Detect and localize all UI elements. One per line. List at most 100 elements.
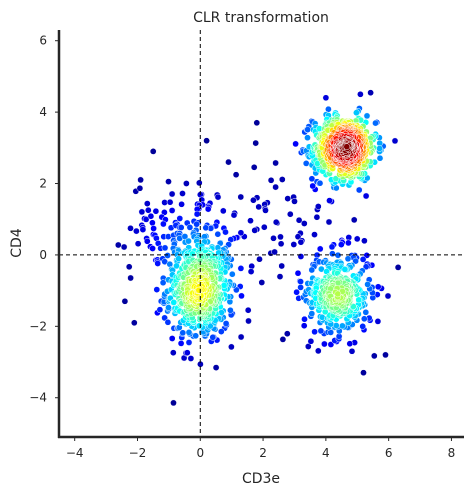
scatter-point: [247, 217, 254, 225]
scatter-point: [384, 292, 392, 300]
scatter-point: [355, 186, 363, 194]
scatter-point: [316, 179, 324, 187]
scatter-point: [376, 154, 384, 162]
scatter-point: [308, 175, 316, 183]
scatter-point: [304, 126, 312, 133]
scatter-point: [136, 184, 144, 192]
scatter-point: [267, 176, 275, 184]
scatter-point: [260, 223, 268, 231]
scatter-point: [209, 333, 217, 341]
scatter-point: [367, 89, 374, 97]
scatter-point: [355, 296, 363, 304]
scatter-point: [212, 364, 220, 371]
scatter-point: [202, 224, 210, 232]
scatter-point: [230, 211, 238, 219]
scatter-point: [185, 237, 192, 245]
scatter-point: [228, 343, 235, 351]
scatter-point: [159, 279, 167, 287]
scatter-point: [237, 265, 245, 272]
scatter-point: [149, 245, 156, 252]
scatter-point: [193, 220, 200, 228]
scatter-point: [363, 112, 371, 120]
scatter-point: [237, 333, 245, 341]
scatter-point: [300, 220, 308, 227]
scatter-point: [277, 233, 284, 241]
scatter-point: [326, 197, 333, 204]
scatter-point: [334, 290, 342, 298]
scatter-point: [343, 143, 351, 151]
scatter-point: [361, 237, 368, 245]
scatter-point: [308, 310, 316, 317]
scatter-point: [277, 240, 285, 248]
scatter-point: [245, 317, 252, 325]
scatter-point: [244, 306, 252, 314]
x-tick-label: 0: [196, 446, 204, 460]
scatter-point: [279, 336, 287, 343]
scatter-point: [255, 203, 263, 211]
scatter-point: [328, 243, 336, 251]
scatter-point: [160, 220, 167, 228]
x-tick-label: 2: [259, 446, 267, 460]
scatter-point: [339, 322, 346, 330]
scatter-point: [256, 255, 263, 263]
scatter-point: [352, 257, 359, 265]
scatter-point: [359, 256, 367, 263]
scatter-point: [149, 148, 157, 155]
scatter-point: [362, 308, 370, 316]
scatter-point: [130, 319, 138, 327]
scatter-point: [376, 145, 383, 152]
scatter-point: [302, 160, 310, 167]
scatter-point: [394, 264, 402, 271]
scatter-point: [293, 288, 300, 296]
scatter-point: [322, 94, 330, 102]
scatter-point: [304, 134, 311, 142]
scatter-point: [143, 237, 151, 245]
scatter-point: [357, 90, 364, 98]
scatter-point: [219, 207, 227, 215]
scatter-point: [284, 195, 292, 202]
scatter-point: [308, 266, 316, 274]
scatter-point: [227, 306, 234, 314]
x-tick-label: 4: [322, 446, 330, 460]
scatter-point: [391, 137, 399, 145]
scatter-point: [222, 228, 229, 236]
scatter-point: [165, 178, 172, 185]
scatter-point: [250, 163, 258, 171]
scatter-point: [195, 179, 203, 187]
scatter-point: [185, 329, 193, 336]
x-axis-ticks: −4 −2 0 2 4 6 8: [66, 437, 455, 460]
scatter-point: [166, 198, 174, 206]
scatter-point: [137, 176, 144, 184]
scatter-point: [345, 239, 352, 247]
scatter-point: [238, 292, 245, 300]
scatter-point: [170, 299, 178, 306]
x-tick-label: −2: [129, 446, 147, 460]
scatter-point: [271, 248, 278, 256]
scatter-point: [168, 207, 176, 214]
scatter-point: [154, 260, 162, 267]
scatter-point: [214, 230, 222, 238]
scatter-point: [360, 369, 367, 377]
scatter-point: [350, 216, 358, 224]
scatter-point: [278, 176, 286, 183]
scatter-point: [153, 286, 161, 293]
scatter-point: [321, 340, 328, 348]
y-axis-ticks: −4 −2 0 2 4 6: [29, 34, 59, 405]
scatter-point: [316, 245, 324, 253]
scatter-point: [150, 225, 157, 232]
scatter-point: [228, 270, 236, 278]
scatter-point: [370, 352, 378, 360]
scatter-point: [187, 355, 195, 362]
scatter-point: [297, 284, 304, 291]
scatter-point: [203, 137, 210, 145]
y-tick-label: 6: [39, 34, 47, 48]
scatter-point: [214, 193, 222, 201]
scatter-point: [272, 183, 279, 191]
scatter-point: [317, 327, 325, 335]
scatter-point: [185, 339, 193, 346]
scatter-point: [161, 244, 169, 252]
scatter-point: [364, 281, 371, 288]
scatter-point: [353, 235, 361, 243]
scatter-point: [292, 140, 299, 148]
